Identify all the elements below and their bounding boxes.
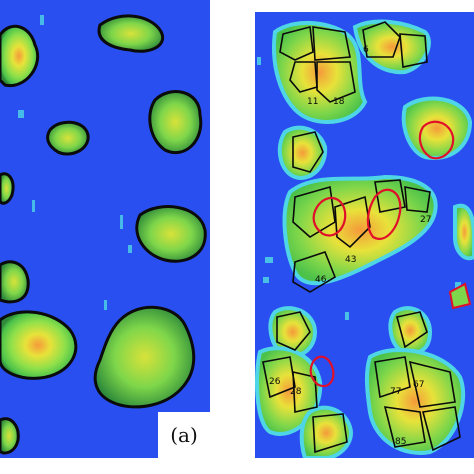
segment-label: 26	[269, 377, 281, 387]
panel-b-segment-outlines	[262, 21, 461, 454]
panel-a-speckles	[18, 15, 132, 310]
segment-label: 11	[307, 97, 318, 107]
segment-label: 77	[390, 387, 401, 397]
panel-a-image	[0, 0, 210, 458]
panel-b-speckles	[257, 57, 461, 320]
panel-b-highlighted-outlines	[309, 120, 455, 388]
segment-label: 85	[395, 437, 406, 447]
panel-a-heatmap	[0, 0, 210, 458]
panel-b-segmented-heatmap: 6 11 18 27 43 46 67 77 85 26 28	[255, 12, 474, 458]
panel-b-small-highlight	[448, 282, 472, 310]
segment-label: 46	[315, 275, 327, 285]
panel-a-caption: (a)	[170, 423, 198, 447]
segment-label: 18	[333, 97, 345, 107]
panel-b-segment-labels: 6 11 18 27 43 46 67 77 85 26 28	[269, 45, 431, 447]
segment-label: 67	[413, 380, 424, 390]
segment-label: 27	[420, 215, 431, 225]
segment-label: 43	[345, 255, 356, 265]
segment-label: 6	[363, 45, 369, 55]
panel-b-image: 6 11 18 27 43 46 67 77 85 26 28	[255, 12, 474, 458]
panel-a-caption-box: (a)	[158, 412, 210, 458]
panel-a-blobs	[0, 14, 207, 455]
segment-label: 28	[290, 387, 302, 397]
